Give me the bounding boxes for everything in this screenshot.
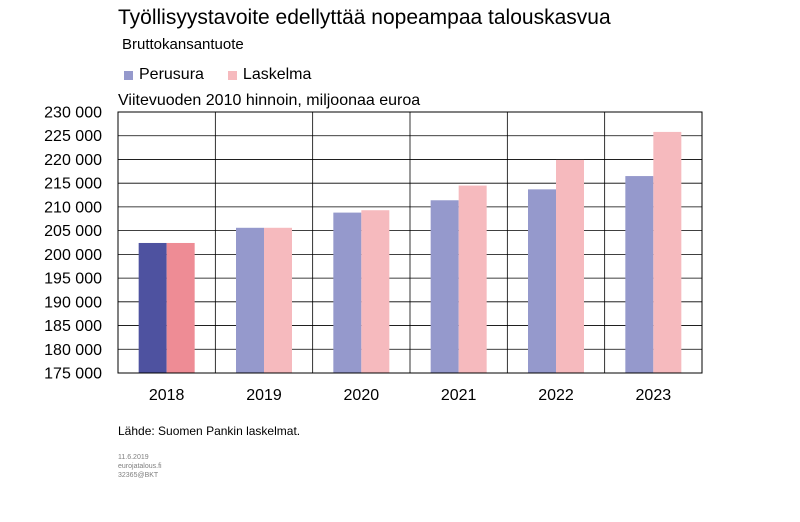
y-tick-label: 200 000 — [44, 247, 102, 264]
y-tick-label: 230 000 — [44, 105, 102, 122]
bar-perusura-2022 — [528, 189, 556, 373]
legend-swatch-laskelma — [227, 70, 237, 80]
bar-perusura-2018 — [138, 242, 167, 373]
y-tick-label: 220 000 — [44, 152, 102, 169]
x-tick-label: 2020 — [344, 387, 380, 404]
y-tick-label: 215 000 — [44, 176, 102, 193]
y-tick-label: 175 000 — [44, 366, 102, 383]
bar-laskelma-2018 — [166, 242, 195, 373]
unit-label: Viitevuoden 2010 hinnoin, miljoonaa euro… — [118, 92, 421, 109]
y-tick-label: 190 000 — [44, 294, 102, 311]
x-tick-label: 2018 — [149, 387, 185, 404]
footer-code: 32365@BKT — [118, 472, 159, 479]
legend-label-laskelma: Laskelma — [242, 66, 312, 83]
footer-site: eurojatalous.fi — [118, 463, 162, 470]
chart-title: Työllisyystavoite edellyttää nopeampaa t… — [118, 6, 611, 29]
legend: Perusura Laskelma — [124, 66, 311, 84]
y-tick-label: 225 000 — [44, 128, 102, 145]
y-tick-label: 185 000 — [44, 318, 102, 335]
x-tick-label: 2021 — [441, 387, 477, 404]
y-tick-label: 195 000 — [44, 271, 102, 288]
bar-perusura-2019 — [236, 227, 264, 373]
source-note: Lähde: Suomen Pankin laskelmat. — [118, 424, 301, 438]
bar-perusura-2020 — [333, 212, 362, 373]
x-tick-label: 2023 — [636, 387, 672, 404]
bar-laskelma-2019 — [264, 227, 292, 373]
y-tick-label: 205 000 — [44, 223, 102, 240]
plot-border — [117, 111, 703, 374]
legend-item-laskelma: Laskelma — [227, 66, 312, 84]
bar-perusura-2021 — [430, 200, 459, 373]
legend-swatch-perusura — [124, 70, 133, 80]
x-tick-label: 2019 — [246, 387, 282, 404]
bar-laskelma-2022 — [556, 159, 584, 373]
footer-date: 11.6.2019 — [118, 454, 149, 461]
chart-subtitle: Bruttokansantuote — [122, 36, 244, 53]
bar-laskelma-2020 — [361, 210, 390, 373]
bar-laskelma-2023 — [653, 131, 682, 373]
bar-perusura-2023 — [625, 176, 654, 373]
y-tick-label: 180 000 — [44, 342, 102, 359]
legend-item-perusura: Perusura — [124, 66, 204, 84]
legend-label-perusura: Perusura — [139, 66, 204, 83]
bar-laskelma-2021 — [458, 185, 487, 373]
x-tick-label: 2022 — [538, 387, 574, 404]
y-tick-label: 210 000 — [44, 199, 102, 216]
